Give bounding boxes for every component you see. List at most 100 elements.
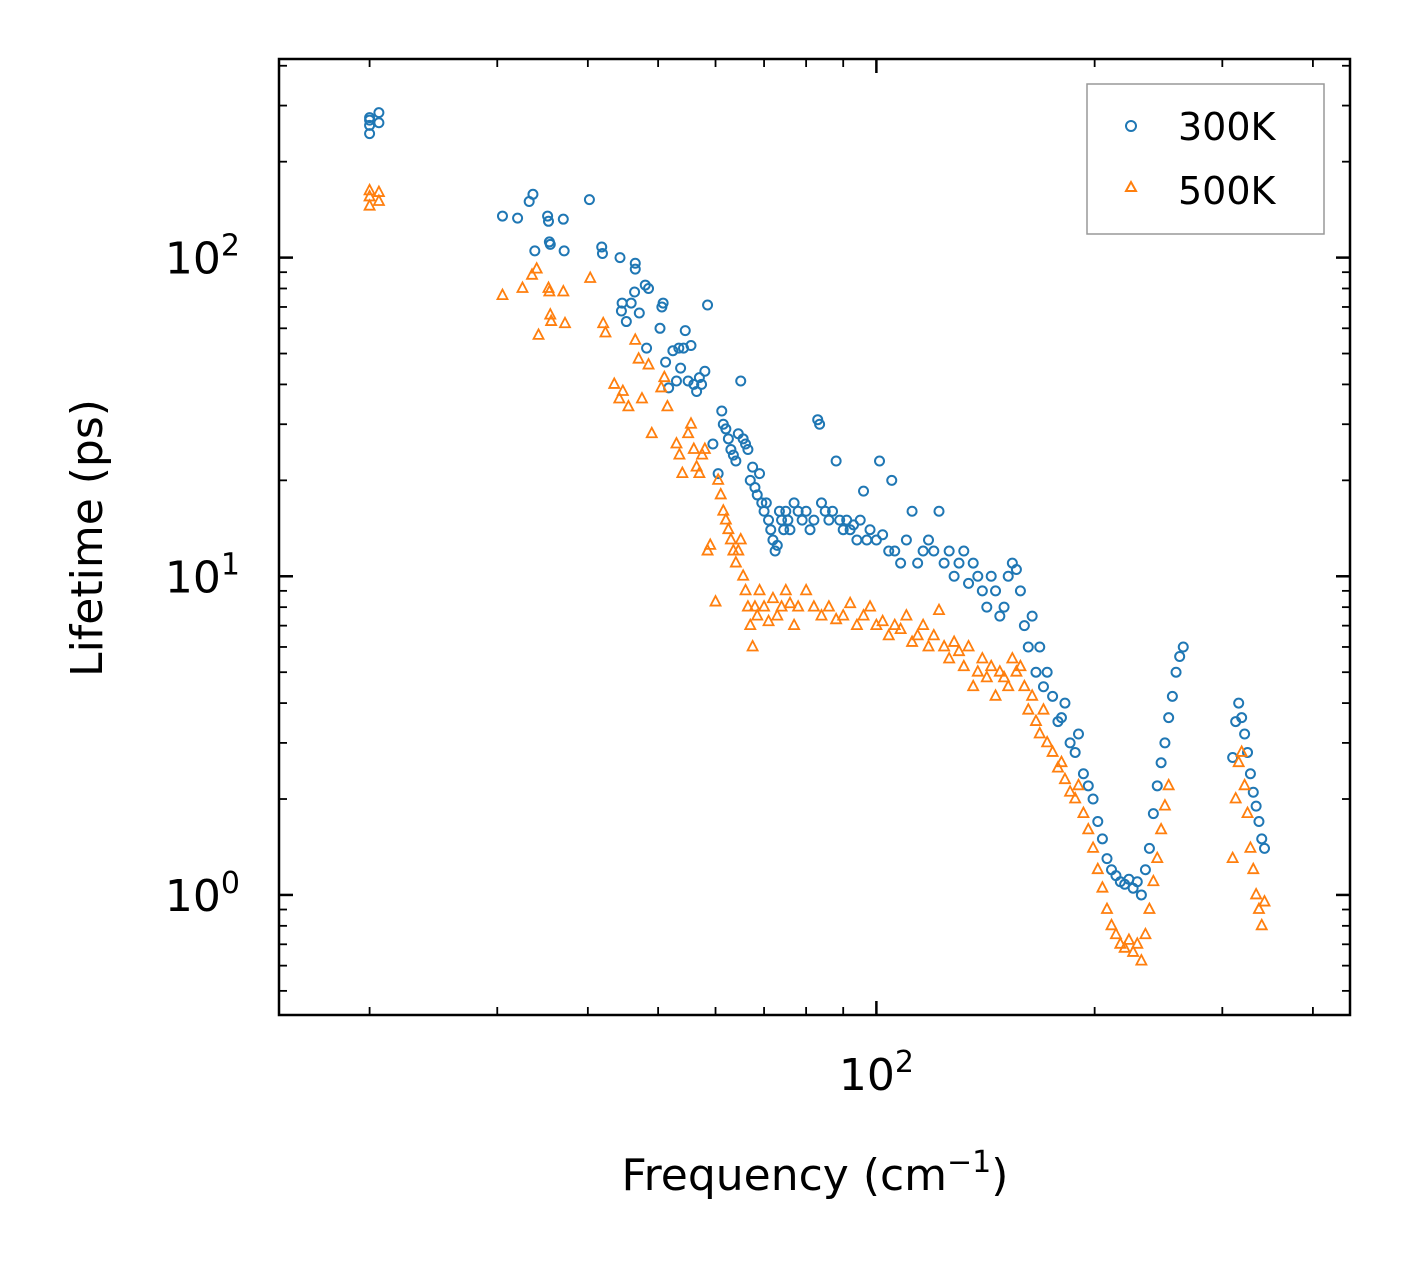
point-300k — [696, 378, 708, 390]
y-axis-title: Lifetime (ps) — [62, 399, 113, 677]
point-500k — [729, 555, 743, 568]
point-300k — [373, 107, 385, 119]
x-axis-title-main: Frequency (cm — [622, 1150, 948, 1201]
point-300k — [596, 248, 608, 260]
point-300k — [943, 545, 955, 557]
point-500k — [836, 608, 850, 621]
point-500k — [1017, 678, 1031, 692]
point-300k — [722, 433, 734, 445]
point-500k — [692, 465, 706, 478]
point-500k — [1158, 798, 1172, 811]
point-500k — [731, 543, 745, 556]
point-500k — [779, 582, 793, 596]
point-500k — [1252, 901, 1266, 914]
point-300k — [837, 524, 849, 536]
point-300k — [1014, 585, 1026, 597]
point-500k — [1154, 821, 1168, 835]
point-500k — [1146, 873, 1160, 887]
point-500k — [739, 582, 753, 596]
point-500k — [558, 315, 572, 329]
point-300k — [827, 505, 839, 517]
point-300k — [725, 443, 737, 455]
point-300k — [981, 601, 993, 613]
point-500k — [372, 193, 386, 206]
point-300k — [796, 514, 808, 526]
point-300k — [808, 514, 820, 526]
point-300k — [660, 356, 672, 368]
point-500k — [957, 658, 971, 672]
point-300k — [823, 514, 835, 526]
point-300k — [889, 545, 901, 557]
point-500k — [984, 658, 998, 672]
x-tick-label: 102 — [839, 1045, 914, 1101]
point-500k — [628, 332, 642, 345]
point-300k — [1166, 690, 1178, 702]
point-500k — [1238, 777, 1252, 791]
point-500k — [894, 621, 908, 635]
point-500k — [698, 441, 712, 454]
point-500k — [1229, 791, 1243, 804]
point-300k — [792, 505, 804, 517]
data-layer — [363, 107, 1271, 966]
y-tick-labels: 100 101 102 — [165, 229, 240, 922]
point-300k — [1159, 737, 1171, 749]
point-300k — [542, 210, 554, 222]
point-300k — [583, 194, 595, 206]
point-300k — [629, 263, 641, 275]
point-500k — [690, 459, 704, 472]
point-300k — [629, 286, 641, 298]
point-500k — [736, 568, 750, 581]
point-500k — [1232, 754, 1246, 768]
legend-label-300k: 300K — [1178, 105, 1277, 149]
point-300k — [864, 524, 876, 536]
point-300k — [1041, 666, 1053, 678]
point-300k — [1131, 876, 1143, 888]
point-500k — [1243, 840, 1257, 853]
point-300k — [716, 405, 728, 417]
point-500k — [843, 595, 857, 609]
point-300k — [754, 468, 766, 480]
point-300k — [900, 534, 912, 546]
point-300k — [747, 461, 759, 473]
point-300k — [625, 297, 637, 309]
series-300k — [364, 107, 1271, 901]
point-500k — [1013, 658, 1027, 672]
point-300k — [1174, 651, 1186, 663]
point-300k — [693, 372, 705, 384]
point-300k — [1239, 728, 1251, 740]
point-500k — [1255, 917, 1269, 931]
point-500k — [863, 599, 877, 612]
point-300k — [1101, 853, 1113, 865]
point-300k — [998, 601, 1010, 613]
point-500k — [1033, 726, 1047, 739]
point-500k — [975, 651, 989, 664]
point-500k — [922, 639, 935, 652]
point-300k — [912, 557, 924, 569]
point-500k — [1054, 754, 1068, 768]
point-300k — [994, 610, 1006, 622]
point-300k — [542, 215, 554, 227]
point-500k — [1258, 894, 1271, 907]
point-500k — [971, 664, 985, 677]
point-500k — [1068, 791, 1082, 804]
point-500k — [899, 608, 913, 621]
point-300k — [737, 433, 749, 445]
point-300k — [976, 585, 988, 597]
x-axis-title-exponent: −1 — [947, 1145, 991, 1180]
point-300k — [685, 339, 697, 351]
point-300k — [958, 545, 970, 557]
point-300k — [679, 325, 691, 337]
point-300k — [763, 514, 775, 526]
point-300k — [1047, 690, 1059, 702]
point-300k — [1010, 564, 1022, 576]
point-500k — [822, 599, 836, 612]
point-500k — [962, 639, 976, 652]
point-500k — [632, 351, 646, 364]
point-500k — [687, 441, 701, 454]
point-500k — [952, 643, 966, 657]
point-500k — [711, 472, 725, 485]
point-300k — [938, 557, 950, 569]
point-300k — [702, 299, 714, 311]
point-300k — [953, 557, 965, 569]
legend-box — [1086, 83, 1325, 235]
